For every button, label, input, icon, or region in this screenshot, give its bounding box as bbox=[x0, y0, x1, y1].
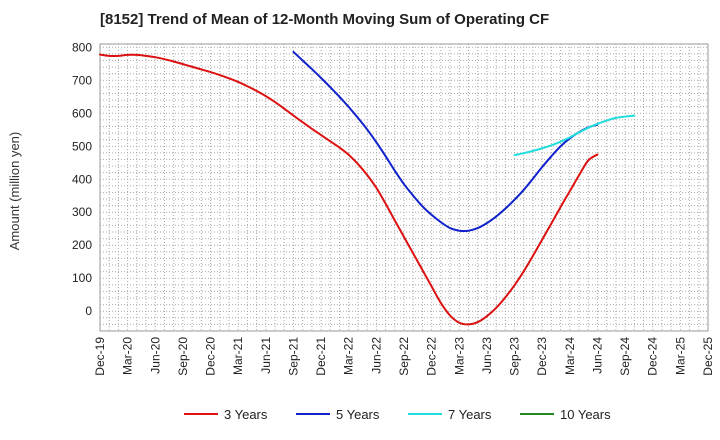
x-tick-label: Jun-24 bbox=[590, 337, 604, 374]
series-line-5-years bbox=[292, 50, 599, 233]
y-tick-label: 0 bbox=[85, 304, 92, 318]
plot-area bbox=[99, 43, 709, 332]
y-tick-label: 200 bbox=[72, 238, 92, 252]
y-tick-label: 300 bbox=[72, 205, 92, 219]
y-tick-label: 400 bbox=[72, 172, 92, 186]
x-tick-label: Dec-21 bbox=[314, 337, 328, 376]
x-tick-label: Sep-24 bbox=[618, 337, 632, 376]
grid bbox=[100, 44, 708, 331]
x-tick-label: Jun-20 bbox=[148, 337, 162, 374]
x-tick-label: Dec-19 bbox=[93, 337, 107, 376]
x-tick-label: Mar-22 bbox=[342, 337, 356, 375]
x-tick-label: Mar-23 bbox=[452, 337, 466, 375]
x-axis-ticks: Dec-19 Mar-20 Jun-20 Sep-20 Dec-20 Mar-21 Jun-… bbox=[93, 337, 715, 376]
x-tick-label: Jun-21 bbox=[259, 337, 273, 374]
y-tick-label: 500 bbox=[72, 139, 92, 153]
x-tick-label: Jun-22 bbox=[369, 337, 383, 374]
x-tick-label: Dec-24 bbox=[646, 337, 660, 376]
y-tick-label: 800 bbox=[72, 40, 92, 54]
x-tick-label: Mar-20 bbox=[121, 337, 135, 375]
legend-label-7-years: 7 Years bbox=[448, 407, 492, 422]
x-tick-label: Dec-23 bbox=[535, 337, 549, 376]
x-tick-label: Dec-20 bbox=[204, 337, 218, 376]
x-tick-label: Mar-21 bbox=[231, 337, 245, 375]
x-tick-label: Sep-23 bbox=[508, 337, 522, 376]
y-tick-label: 600 bbox=[72, 106, 92, 120]
x-tick-label: Mar-25 bbox=[673, 337, 687, 375]
x-tick-label: Sep-20 bbox=[176, 337, 190, 376]
y-axis-title: Amount (million yen) bbox=[7, 132, 22, 251]
x-tick-label: Dec-22 bbox=[425, 337, 439, 376]
x-tick-label: Dec-25 bbox=[701, 337, 715, 376]
y-tick-label: 700 bbox=[72, 73, 92, 87]
legend-label-3-years: 3 Years bbox=[224, 407, 268, 422]
x-tick-label: Mar-24 bbox=[563, 337, 577, 375]
legend-label-10-years: 10 Years bbox=[560, 407, 611, 422]
chart-title: [8152] Trend of Mean of 12-Month Moving … bbox=[100, 11, 549, 28]
x-tick-label: Sep-22 bbox=[397, 337, 411, 376]
legend: 3 Years 5 Years 7 Years 10 Years bbox=[184, 407, 611, 422]
y-axis-ticks: 0 100 200 300 400 500 600 700 800 bbox=[72, 40, 92, 318]
y-tick-label: 100 bbox=[72, 271, 92, 285]
x-tick-label: Sep-21 bbox=[286, 337, 300, 376]
x-tick-label: Jun-23 bbox=[480, 337, 494, 374]
legend-label-5-years: 5 Years bbox=[336, 407, 380, 422]
series-line-3-years bbox=[99, 53, 599, 326]
series-line-7-years bbox=[513, 114, 636, 157]
series-lines bbox=[99, 50, 636, 326]
